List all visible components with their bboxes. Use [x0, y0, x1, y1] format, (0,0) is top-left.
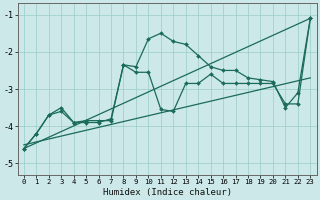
X-axis label: Humidex (Indice chaleur): Humidex (Indice chaleur): [103, 188, 232, 197]
